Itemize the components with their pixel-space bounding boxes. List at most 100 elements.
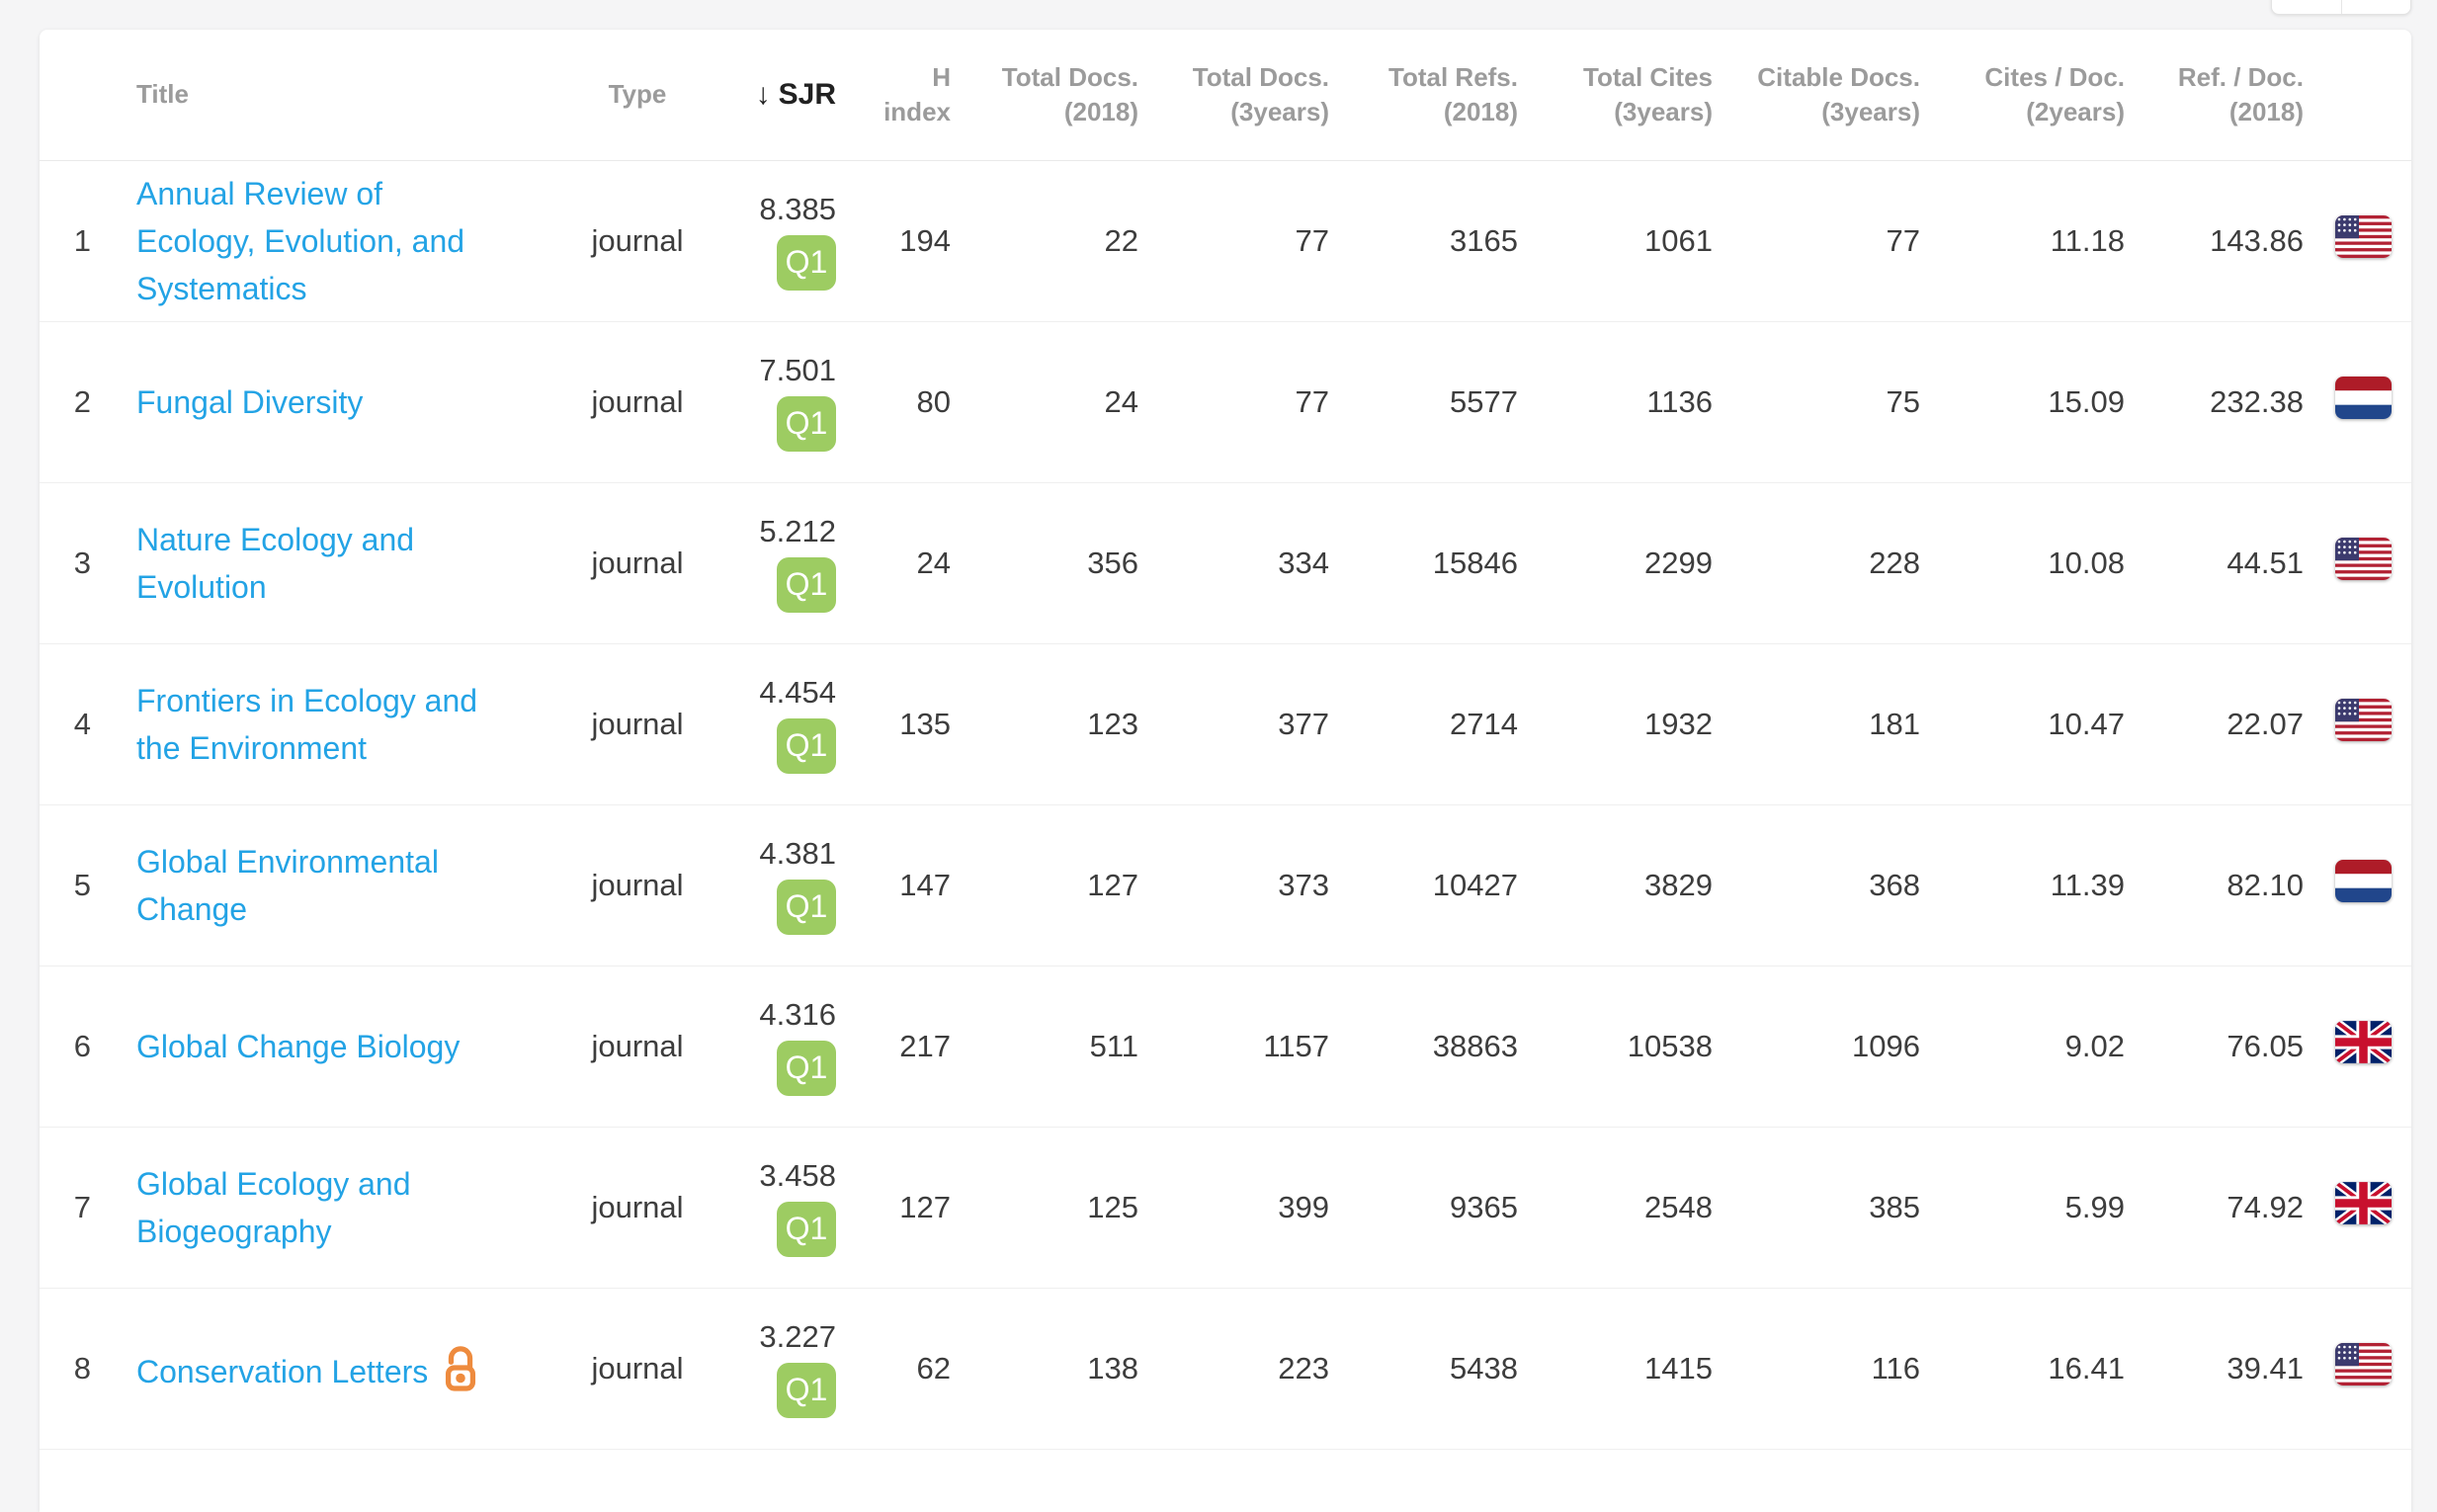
column-header-title[interactable]: Title <box>99 30 524 160</box>
journal-title-cell: Nature Ecology and Evolution <box>99 482 524 643</box>
column-header-refs_2018[interactable]: Total Refs. (2018) <box>1329 30 1518 160</box>
cell-citable_3y: 228 <box>1869 545 1920 580</box>
journal-title-link[interactable]: Global Ecology and Biogeography <box>136 1165 411 1249</box>
cell-cites_doc: 9.02 <box>2064 1028 2125 1063</box>
journal-type: journal <box>591 706 684 741</box>
column-header-label: Total Refs. (2018) <box>1388 61 1518 126</box>
column-header-cites_3y[interactable]: Total Cites (3years) <box>1518 30 1713 160</box>
sjr-value: 4.316 <box>759 996 836 1032</box>
country-flag-cell <box>2304 1127 2411 1288</box>
cell-cites_doc: 11.39 <box>2050 867 2125 902</box>
country-flag-cell <box>2304 1288 2411 1449</box>
cell-cites_doc: 11.18 <box>2050 222 2125 258</box>
column-header-label: Citable Docs. (3years) <box>1757 61 1920 126</box>
cell-refs_doc: 76.05 <box>2227 1028 2304 1063</box>
column-header-docs_3y[interactable]: Total Docs. (3years) <box>1138 30 1329 160</box>
cell-citable_3y: 385 <box>1869 1189 1920 1224</box>
column-header-docs_2018[interactable]: Total Docs. (2018) <box>951 30 1138 160</box>
cell-refs_doc: 44.51 <box>2227 545 2304 580</box>
column-header-citable_3y[interactable]: Citable Docs. (3years) <box>1713 30 1920 160</box>
sjr-cell: 7.501 Q1 <box>751 321 836 482</box>
journal-title-link[interactable]: Global Change Biology <box>136 1028 461 1064</box>
cell-docs_3y: 223 <box>1278 1350 1329 1386</box>
flag-us-icon <box>2335 215 2392 258</box>
top-right-button-group <box>2271 0 2411 15</box>
cell-cites_3y: 3829 <box>1644 867 1713 902</box>
column-header-label: SJR <box>778 78 836 112</box>
cell-docs_2018: 511 <box>1089 1028 1138 1063</box>
sjr-value: 8.385 <box>759 191 836 226</box>
cell-cites_doc: 16.41 <box>2048 1350 2125 1386</box>
table-row: 7 Global Ecology and Biogeography journal 3… <box>40 1127 2411 1288</box>
table-row: 3 Nature Ecology and Evolution journal 5.21… <box>40 482 2411 643</box>
table-header-row: Title Type ↓ SJR H index Total Docs. (2018) To… <box>40 30 2411 160</box>
column-header-country-flag <box>2304 30 2411 160</box>
journal-type: journal <box>591 1028 684 1063</box>
cell-h_index: 147 <box>899 867 951 902</box>
country-flag-cell <box>2304 482 2411 643</box>
column-header-h_index[interactable]: H index <box>836 30 951 160</box>
column-header-type[interactable]: Type <box>524 30 751 160</box>
cell-h_index: 80 <box>916 383 951 419</box>
column-header-label: Total Cites (3years) <box>1583 61 1713 126</box>
cell-citable_3y: 1096 <box>1852 1028 1920 1063</box>
journal-title-cell: Annual Review of Ecology, Evolution, and… <box>99 160 524 321</box>
sjr-cell: 8.385 Q1 <box>751 160 836 321</box>
row-rank: 1 <box>73 222 91 258</box>
journal-title-link[interactable]: Global Environmental Change <box>136 843 439 927</box>
flag-gb-icon <box>2335 1021 2392 1063</box>
cell-docs_2018: 123 <box>1087 706 1138 741</box>
quartile-badge: Q1 <box>777 879 836 935</box>
journal-title-cell: Global Ecology and Biogeography <box>99 1127 524 1288</box>
sjr-cell: 5.212 Q1 <box>751 482 836 643</box>
cell-refs_doc: 82.10 <box>2227 867 2304 902</box>
quartile-badge: Q1 <box>777 1040 836 1096</box>
top-right-button-left[interactable] <box>2272 0 2341 14</box>
sjr-cell: 4.316 Q1 <box>751 966 836 1127</box>
journal-title-link[interactable]: Fungal Diversity <box>136 383 364 420</box>
sjr-value: 4.454 <box>759 674 836 710</box>
cell-citable_3y: 116 <box>1871 1350 1920 1386</box>
journal-title-link[interactable]: Annual Review of Ecology, Evolution, and… <box>136 175 465 306</box>
sjr-value: 5.212 <box>759 513 836 548</box>
quartile-badge: Q1 <box>777 1201 836 1257</box>
cell-refs_doc: 143.86 <box>2210 222 2304 258</box>
cell-h_index: 217 <box>899 1028 951 1063</box>
flag-us-icon <box>2335 538 2392 580</box>
column-header-label: Total Docs. (3years) <box>1192 61 1329 126</box>
row-rank: 7 <box>73 1189 91 1224</box>
column-header-sjr[interactable]: ↓ SJR <box>751 30 836 160</box>
journal-title-cell: Global Environmental Change <box>99 804 524 966</box>
sjr-value: 3.458 <box>759 1157 836 1193</box>
column-header-label: Cites / Doc. (2years) <box>1984 61 2125 126</box>
column-header-cites_doc[interactable]: Cites / Doc. (2years) <box>1920 30 2125 160</box>
journal-title-link[interactable]: Conservation Letters <box>136 1354 429 1389</box>
open-access-icon <box>446 1346 476 1391</box>
journal-type: journal <box>591 1189 684 1224</box>
cell-docs_3y: 77 <box>1295 383 1329 419</box>
cell-docs_3y: 1157 <box>1263 1028 1329 1063</box>
cell-refs_doc: 74.92 <box>2227 1189 2304 1224</box>
row-rank: 6 <box>73 1028 91 1063</box>
sjr-cell: 4.454 Q1 <box>751 643 836 804</box>
quartile-badge: Q1 <box>777 395 836 452</box>
cell-refs_doc: 232.38 <box>2210 383 2304 419</box>
column-header-refs_doc[interactable]: Ref. / Doc. (2018) <box>2125 30 2304 160</box>
row-rank: 2 <box>73 383 91 419</box>
top-right-button-right[interactable] <box>2340 0 2411 14</box>
country-flag-cell <box>2304 966 2411 1127</box>
journal-title-link[interactable]: Nature Ecology and Evolution <box>136 521 415 605</box>
journal-type: journal <box>591 383 684 419</box>
cell-cites_3y: 1415 <box>1644 1350 1713 1386</box>
column-header-label: Total Docs. (2018) <box>1001 61 1138 126</box>
cell-cites_3y: 1136 <box>1646 383 1713 419</box>
cell-docs_2018: 22 <box>1104 222 1138 258</box>
journal-type: journal <box>591 545 684 580</box>
journal-title-link[interactable]: Frontiers in Ecology and the Environment <box>136 682 478 766</box>
table-header: Title Type ↓ SJR H index Total Docs. (2018) To… <box>40 30 2411 160</box>
journal-title-cell: Fungal Diversity <box>99 321 524 482</box>
column-header-label: H index <box>883 61 951 126</box>
country-flag-cell <box>2304 643 2411 804</box>
cell-cites_3y: 1932 <box>1644 706 1713 741</box>
cell-cites_3y: 10538 <box>1627 1028 1713 1063</box>
